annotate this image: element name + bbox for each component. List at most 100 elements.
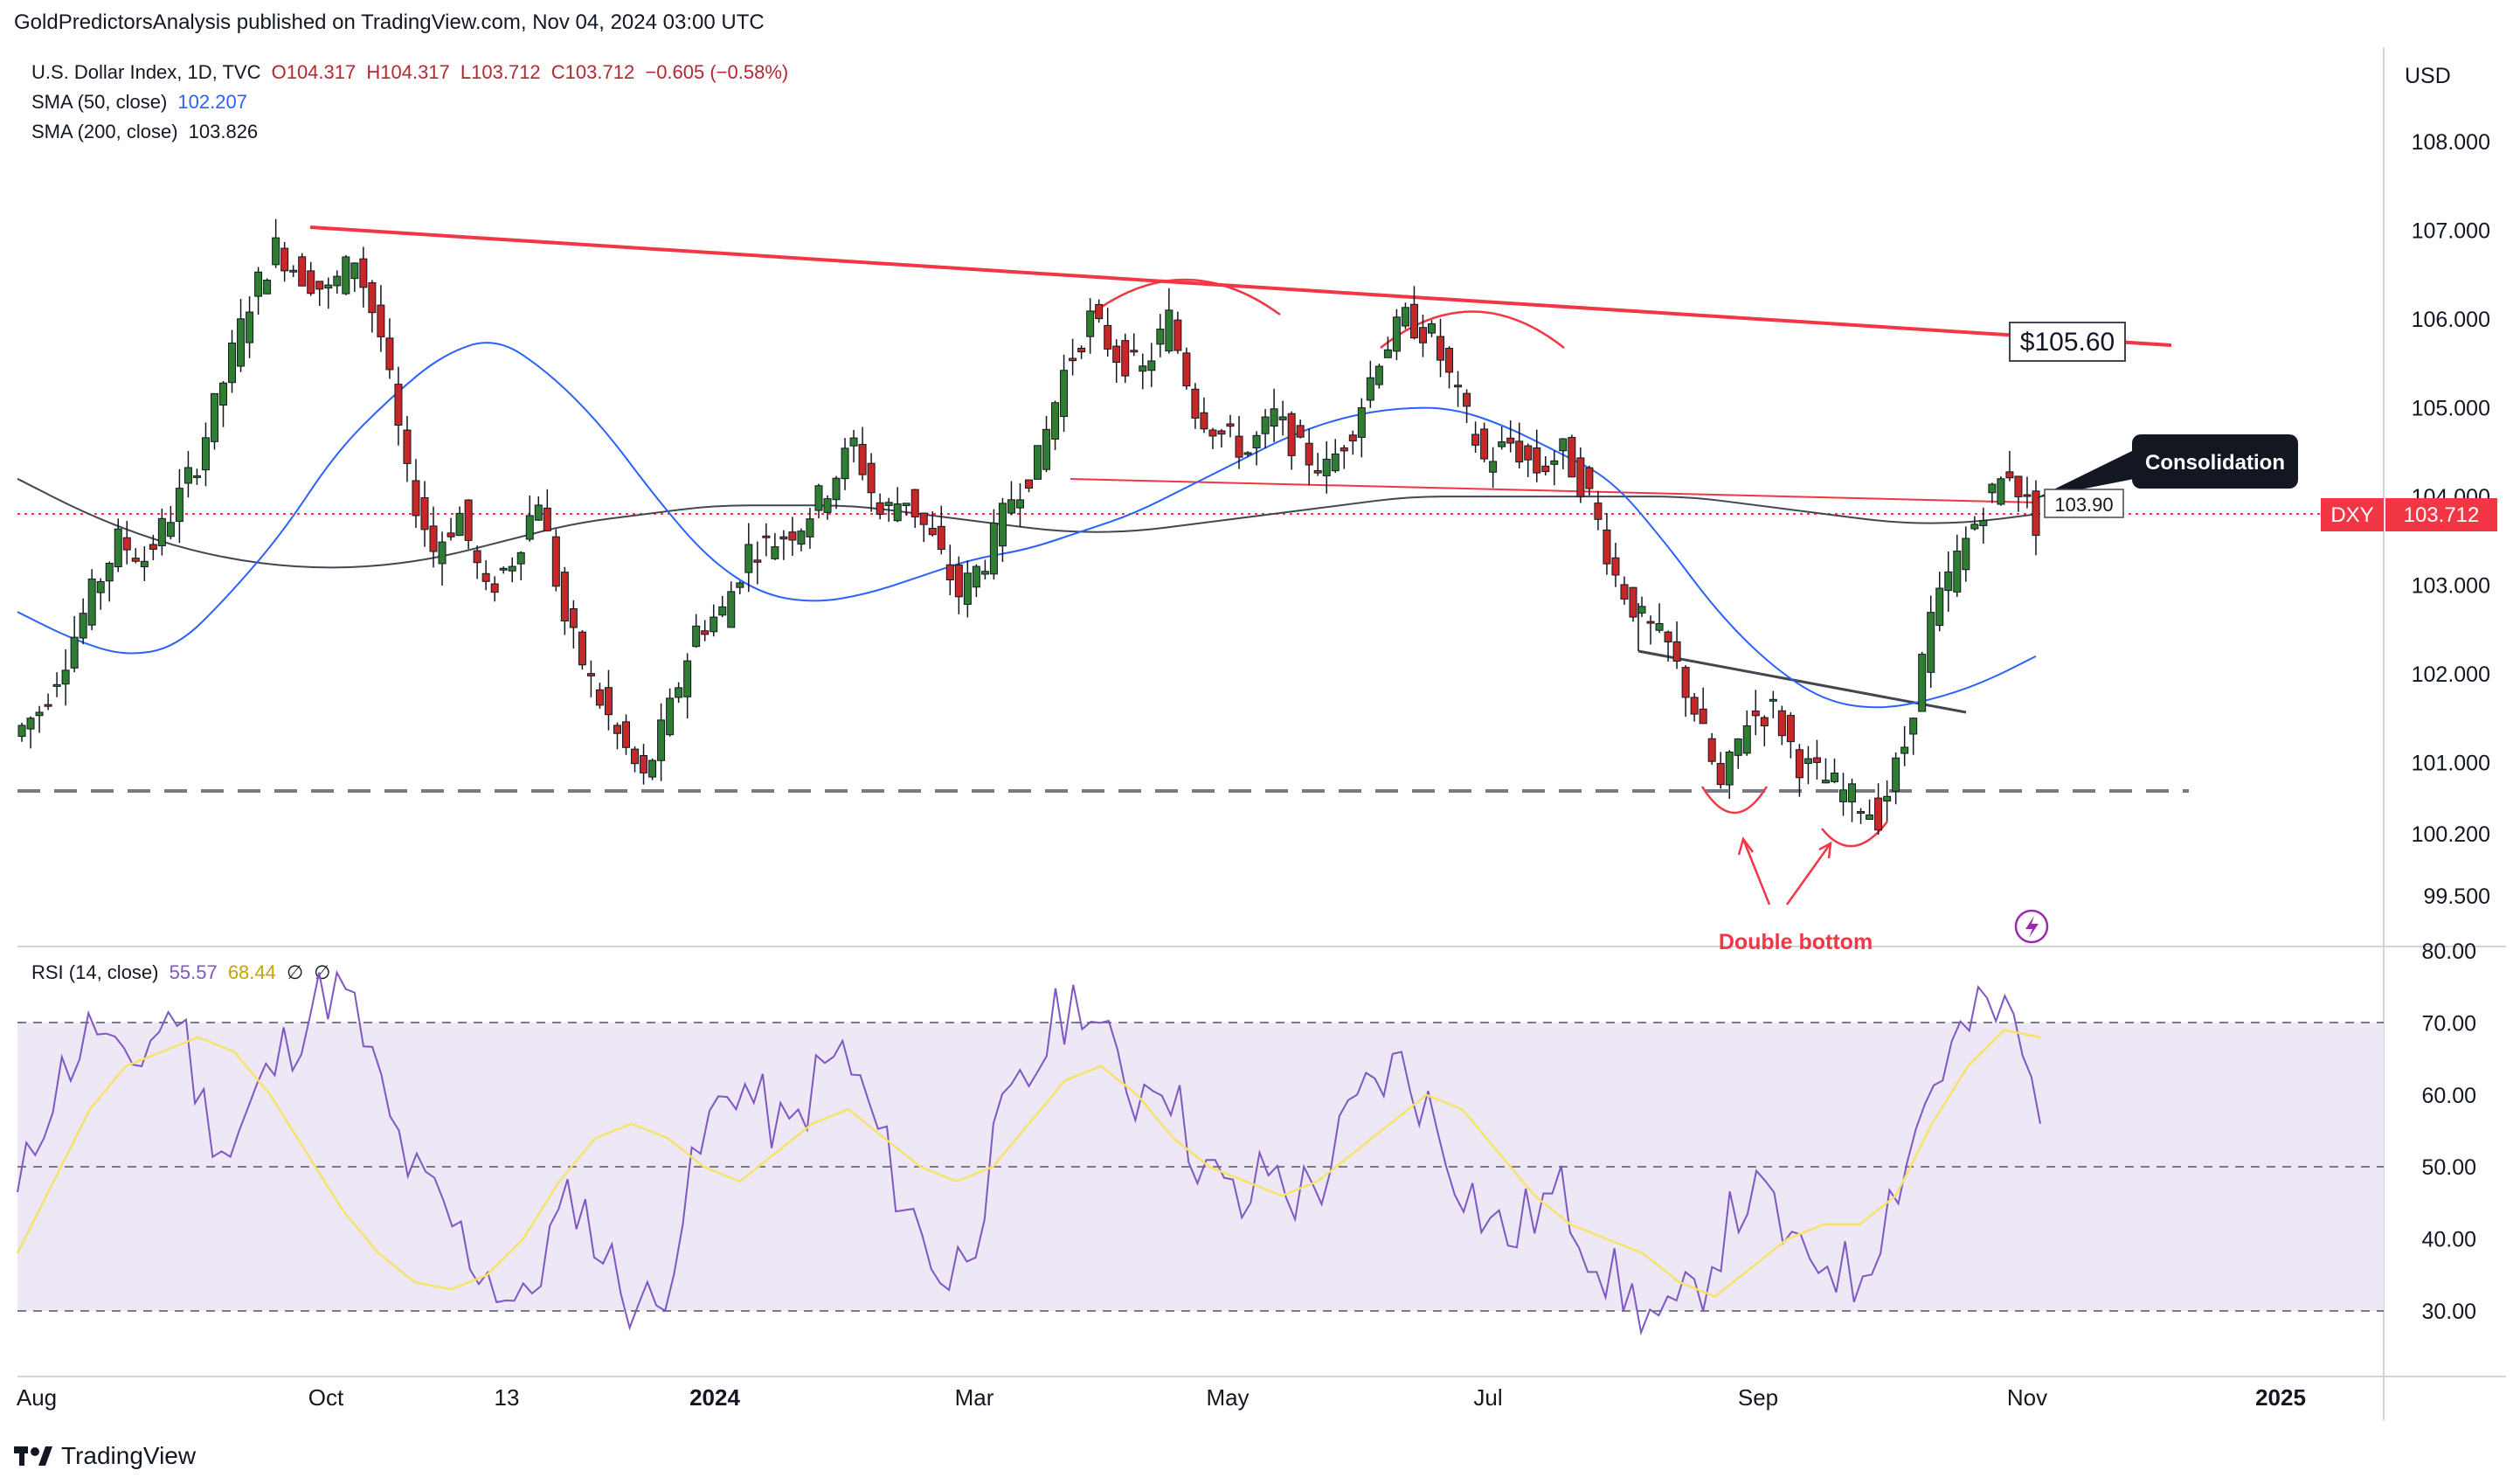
price-tick-label: 102.000 [2412, 662, 2490, 687]
candle-body [350, 262, 359, 280]
candle-body [403, 429, 412, 464]
footer-brand[interactable]: TradingView [14, 1442, 196, 1470]
candle-body [1821, 780, 1830, 784]
time-tick-label: Aug [17, 1384, 57, 1411]
candle-body [1296, 425, 1305, 438]
candle-body [1357, 407, 1366, 438]
candle-body [867, 462, 876, 494]
candle-body [280, 247, 289, 272]
candle-body [586, 673, 595, 676]
candle-body [1165, 309, 1173, 352]
time-tick-label: 2024 [689, 1384, 740, 1411]
candle-body [657, 719, 666, 761]
candle-body [1034, 445, 1042, 480]
candle-body [1437, 336, 1445, 361]
candle-body [1803, 758, 1812, 764]
candle-body [560, 572, 569, 622]
candle-body [490, 583, 499, 593]
candle-body [1594, 503, 1603, 520]
candle-body [1401, 307, 1409, 327]
tradingview-logo-icon [14, 1446, 52, 1466]
candle-body [1252, 434, 1261, 448]
footer-brand-text: TradingView [61, 1442, 197, 1469]
candle-body [543, 507, 551, 531]
candles-group [17, 218, 2040, 835]
candle-body [1243, 452, 1252, 455]
candle-body [762, 535, 771, 538]
candle-body [1331, 453, 1340, 472]
candle-body [263, 280, 272, 295]
publisher-line: GoldPredictorsAnalysis published on Trad… [14, 10, 765, 34]
consolidation-box[interactable] [2132, 434, 2298, 489]
candle-body [359, 258, 368, 288]
sma200-legend[interactable]: SMA (200, close) 103.826 [31, 121, 258, 143]
candle-body [1173, 319, 1182, 351]
price-tick-label: 101.000 [2412, 752, 2490, 776]
candle-body [1944, 571, 1953, 592]
candle-body [578, 631, 586, 666]
chart-canvas[interactable]: USD 108.000107.000106.000105.000104.0001… [0, 0, 2520, 1433]
candle-body [675, 687, 683, 698]
candle-body [2032, 490, 2040, 537]
candle-body [1445, 348, 1454, 373]
candle-body [980, 571, 989, 575]
candle-body [1760, 717, 1769, 727]
rsi-label: RSI (14, close) [31, 961, 159, 983]
candle-body [1489, 461, 1498, 473]
candle-body [788, 531, 797, 541]
candle-body [534, 504, 543, 521]
candle-body [70, 636, 79, 669]
candle-body [631, 748, 640, 765]
sma200-value: 103.826 [188, 121, 259, 142]
candle-body [1007, 499, 1015, 514]
candle-body [753, 559, 762, 563]
candle-body [858, 443, 867, 475]
candle-body [710, 616, 718, 633]
candle-body [1918, 654, 1927, 712]
candle-body [1524, 445, 1533, 461]
rsi-ma-line [16, 1029, 2041, 1298]
candle-body [114, 528, 122, 567]
change-value: −0.605 (−0.58%) [645, 61, 789, 83]
candle-body [1988, 483, 1997, 494]
candle-body [1874, 797, 1883, 831]
candle-body [1383, 349, 1392, 358]
candle-body [937, 525, 945, 551]
candle-body [140, 560, 149, 567]
consolidation-pointer [2036, 450, 2134, 498]
candle-body [385, 337, 394, 371]
symbol-name: U.S. Dollar Index, 1D, TVC [31, 61, 261, 83]
candle-body [315, 281, 324, 290]
candle-body [1095, 303, 1104, 320]
candle-body [1970, 524, 1979, 530]
candle-body [1235, 435, 1243, 458]
rsi-group [16, 969, 2041, 1336]
candle-body [342, 256, 350, 295]
level-label-box [2044, 489, 2124, 518]
candle-body [1866, 815, 1874, 820]
candle-body [1664, 631, 1672, 643]
candle-body [175, 488, 183, 523]
candle-body [1217, 430, 1226, 435]
candle-body [324, 284, 333, 289]
candle-body [1042, 428, 1051, 470]
rsi-tick-label: 40.00 [2421, 1228, 2476, 1252]
candle-body [183, 467, 192, 484]
candle-body [945, 564, 954, 581]
candle-body [2005, 471, 2014, 479]
candle-body [1454, 385, 1463, 388]
candle-body [1646, 621, 1655, 624]
candle-body [1270, 408, 1278, 427]
symbol-legend[interactable]: U.S. Dollar Index, 1D, TVC O104.317 H104… [31, 61, 788, 84]
candle-body [736, 582, 744, 588]
sma200-line [17, 477, 2037, 569]
time-tick-label: Sep [1738, 1384, 1778, 1411]
price-tick-label: 107.000 [2412, 219, 2490, 244]
candle-body [438, 541, 447, 565]
double-bottom-label: Double bottom [1719, 930, 1873, 954]
candle-body [744, 544, 753, 573]
candle-body [1287, 413, 1296, 456]
candle-body [1541, 465, 1550, 473]
sma50-legend[interactable]: SMA (50, close) 102.207 [31, 91, 247, 114]
